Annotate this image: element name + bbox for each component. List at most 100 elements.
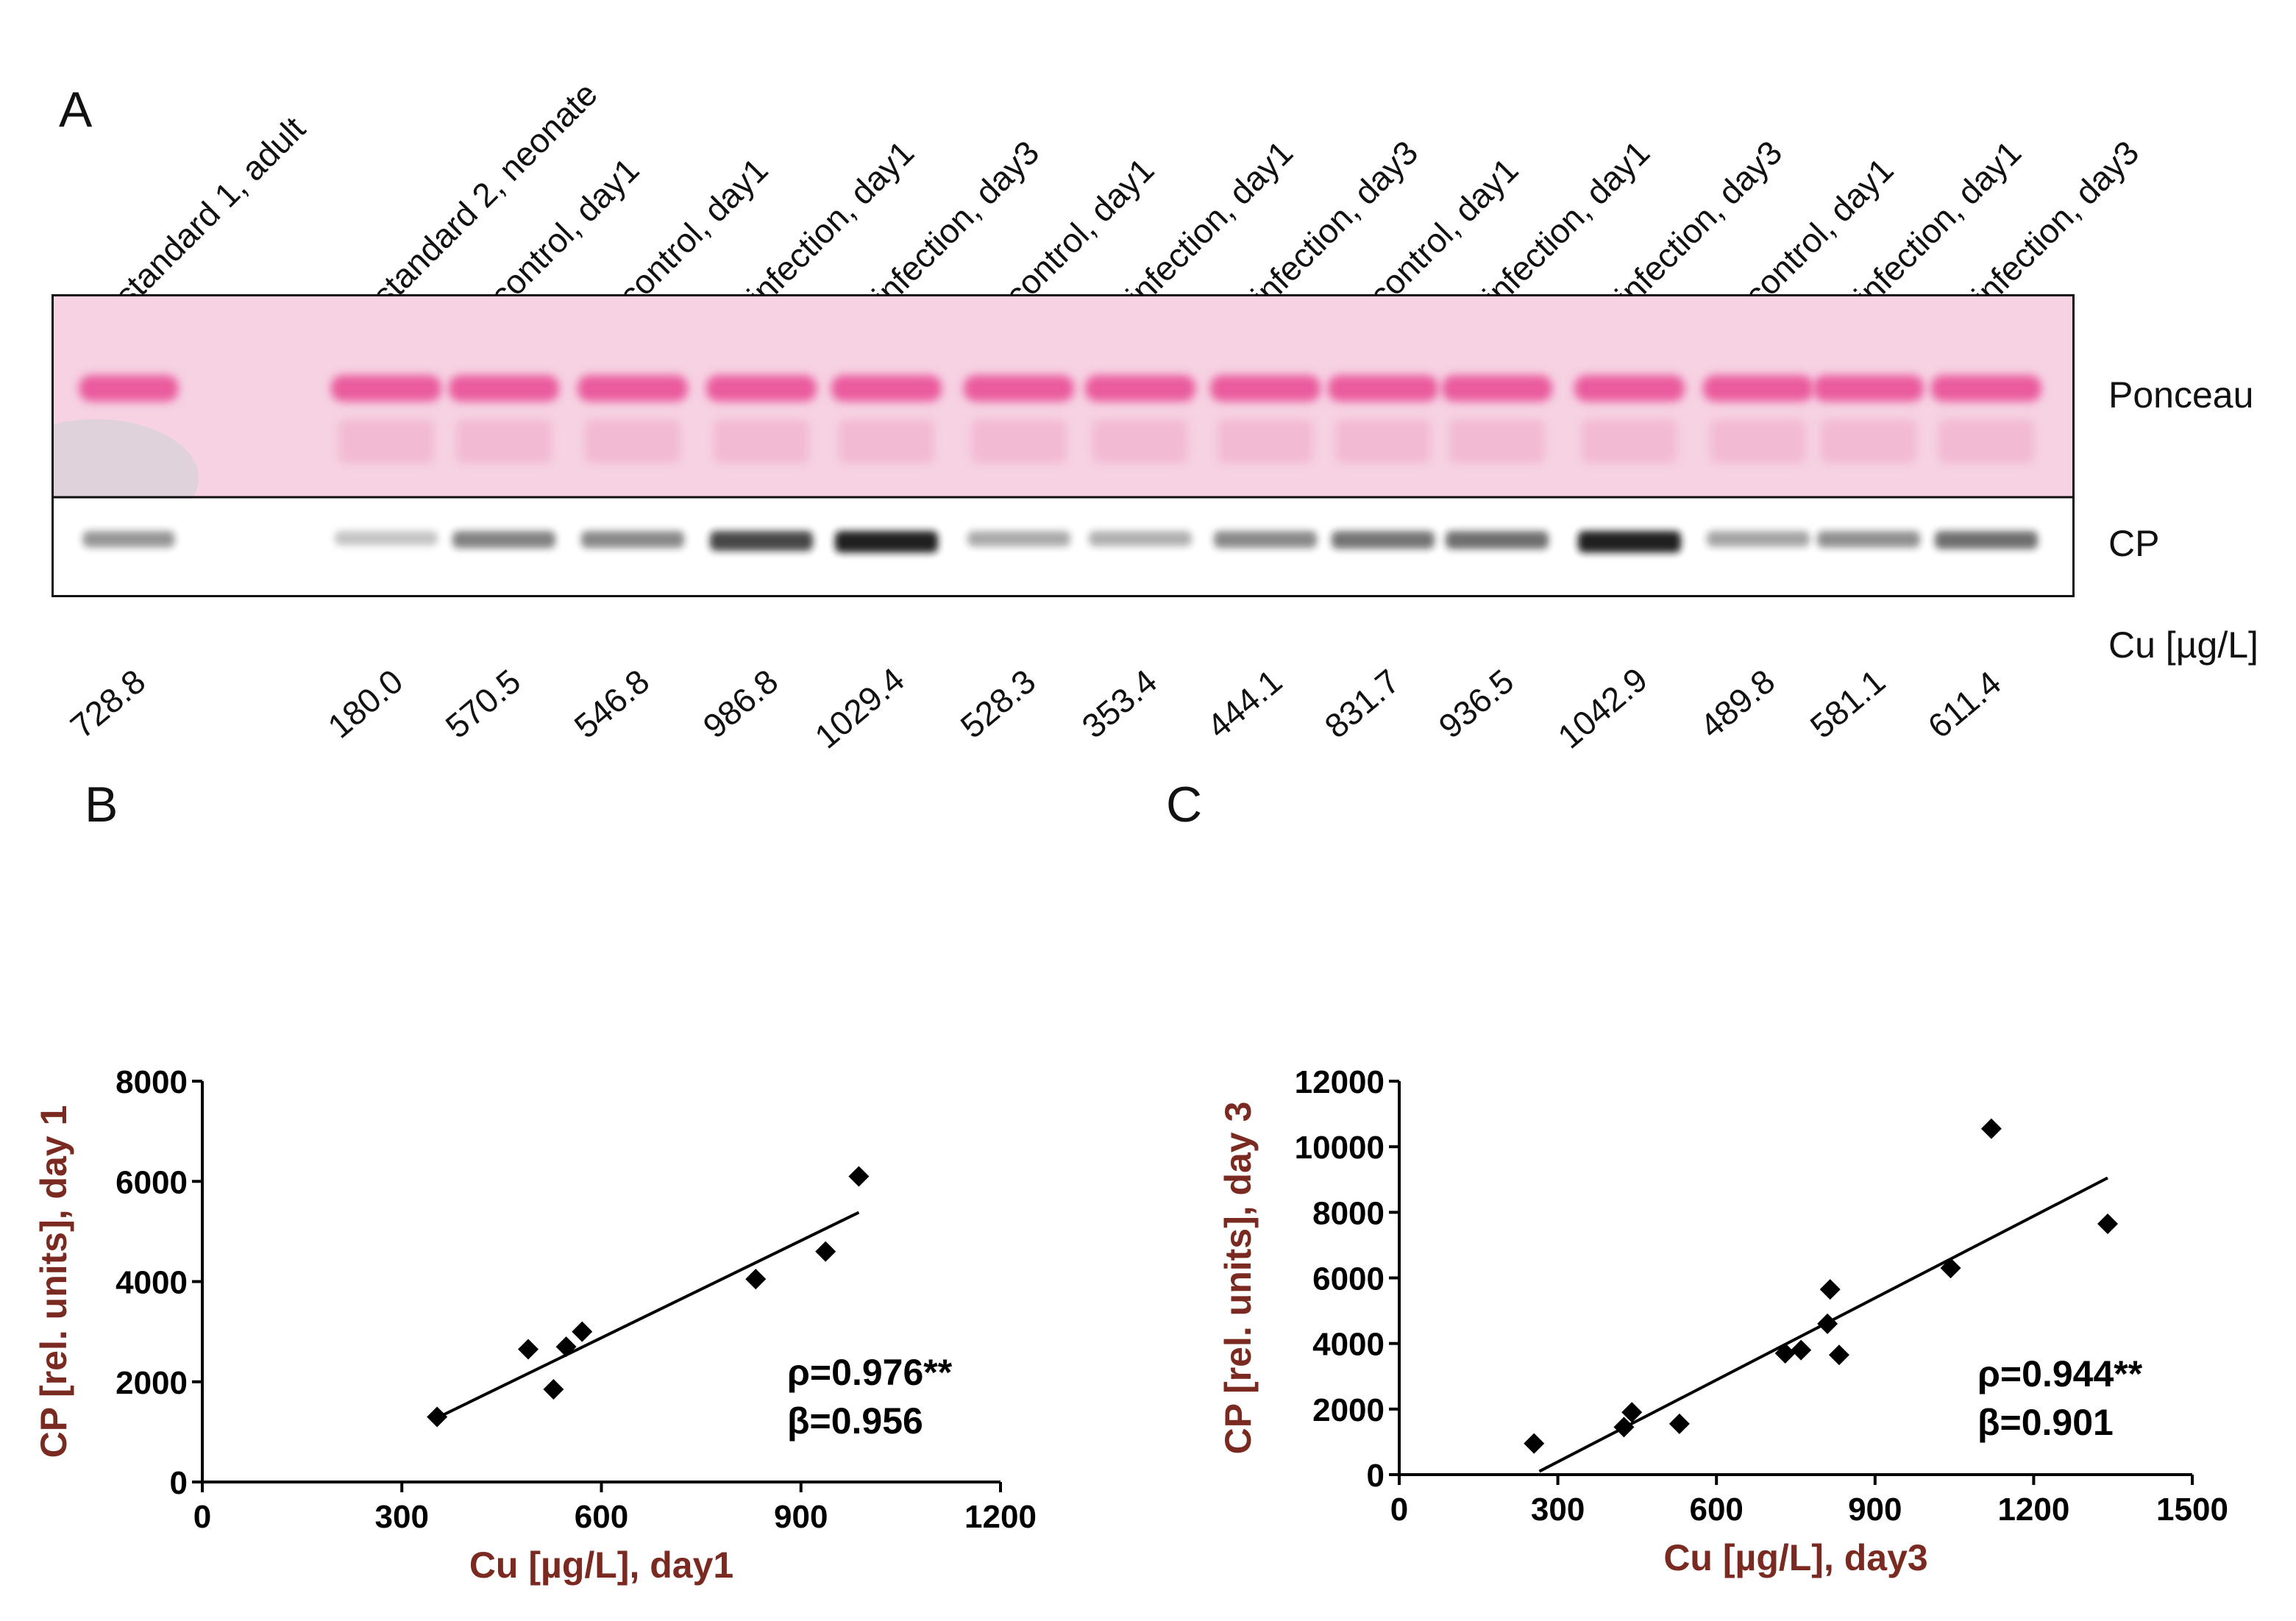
y-tick-label: 10000 <box>1295 1130 1385 1166</box>
data-point <box>1817 1313 1838 1334</box>
data-point <box>555 1336 577 1358</box>
cu-value: 444.1 <box>1199 661 1290 746</box>
panel-b-letter: B <box>85 777 118 833</box>
y-tick-label: 0 <box>170 1465 188 1501</box>
x-tick-label: 900 <box>1848 1492 1902 1528</box>
cp-band <box>335 531 438 546</box>
ponceau-band <box>1813 375 1924 402</box>
cp-band <box>1707 531 1810 547</box>
ponceau-smear <box>1582 419 1677 463</box>
cp-label: CP <box>2108 523 2160 564</box>
cu-value: 1042.9 <box>1550 660 1655 756</box>
y-tick-label: 8000 <box>115 1064 188 1100</box>
ponceau-band <box>1328 375 1438 402</box>
cp-strip <box>51 499 2075 597</box>
data-point <box>1613 1417 1635 1438</box>
cp-band <box>82 531 175 548</box>
data-point <box>1621 1402 1643 1423</box>
x-tick-label: 1200 <box>964 1499 1037 1535</box>
cp-band <box>1446 531 1549 549</box>
y-tick-label: 2000 <box>115 1365 188 1401</box>
cu-value: 353.4 <box>1074 661 1165 746</box>
data-point <box>2097 1213 2119 1234</box>
ponceau-band <box>1703 375 1813 402</box>
ponceau-band <box>449 375 559 402</box>
data-point <box>572 1321 593 1342</box>
x-tick-label: 300 <box>375 1499 429 1535</box>
data-point <box>1828 1344 1849 1366</box>
ponceau-smear <box>585 419 680 463</box>
x-tick-label: 0 <box>1390 1492 1408 1528</box>
ponceau-band <box>331 375 441 402</box>
ponceau-band <box>1574 375 1685 402</box>
y-tick-label: 6000 <box>115 1164 188 1200</box>
fit-line <box>436 1211 860 1419</box>
cu-value: 728.8 <box>63 661 153 746</box>
data-point <box>815 1241 836 1262</box>
ponceau-smear <box>714 419 809 463</box>
cu-value: 570.5 <box>438 661 528 746</box>
ponceau-band <box>577 375 688 402</box>
data-point <box>518 1339 539 1360</box>
cp-band <box>1332 531 1435 549</box>
cp-band <box>710 531 813 551</box>
data-point <box>1819 1279 1841 1300</box>
cu-value: 528.3 <box>953 661 1043 746</box>
correlation-annotation: β=0.956 <box>787 1400 923 1442</box>
ponceau-band <box>831 375 942 402</box>
data-point <box>427 1406 448 1428</box>
lane-label: standard 1, adult <box>107 109 313 315</box>
panel-c-letter: C <box>1166 777 1203 833</box>
x-tick-label: 300 <box>1531 1492 1585 1528</box>
cu-value: 489.8 <box>1692 661 1783 746</box>
cp-band <box>1214 531 1317 549</box>
panel-a-letter: A <box>59 82 93 138</box>
y-axis-label: CP [rel. units], day 1 <box>33 1105 74 1458</box>
cp-band <box>452 531 555 549</box>
data-point <box>1774 1343 1796 1364</box>
x-axis-label: Cu [µg/L], day1 <box>469 1545 733 1586</box>
cp-band <box>1089 531 1192 546</box>
cu-value: 611.4 <box>1920 663 2008 746</box>
ponceau-band <box>1210 375 1321 402</box>
y-tick-label: 2000 <box>1312 1392 1385 1428</box>
x-tick-label: 600 <box>575 1499 628 1535</box>
data-point <box>1791 1339 1812 1361</box>
ponceau-label: Ponceau <box>2108 374 2254 416</box>
data-point <box>1980 1118 2002 1139</box>
y-tick-label: 0 <box>1367 1458 1385 1494</box>
cp-band <box>1578 531 1681 553</box>
cp-band <box>967 531 1070 546</box>
cp-band <box>835 531 938 553</box>
y-tick-label: 4000 <box>1312 1327 1385 1363</box>
cp-band <box>1817 531 1920 548</box>
cu-value: 986.8 <box>695 661 786 746</box>
correlation-annotation: ρ=0.976** <box>787 1352 953 1393</box>
ponceau-band <box>706 375 817 402</box>
cu-value: 180.0 <box>320 661 410 746</box>
ponceau-smear <box>1710 419 1806 463</box>
cp-band <box>581 531 684 549</box>
x-tick-label: 900 <box>774 1499 828 1535</box>
y-tick-label: 8000 <box>1312 1195 1385 1231</box>
cu-value: 1029.4 <box>807 660 911 756</box>
blot-border <box>51 294 2075 597</box>
ponceau-band <box>1442 375 1552 402</box>
data-point <box>1524 1433 1545 1454</box>
cp-band <box>1935 531 2038 549</box>
scatter-chart-c: 0 300 600 900 1200 1500 0 2000 4000 6000 8000 10000… <box>1218 1064 2228 1578</box>
correlation-annotation: ρ=0.944** <box>1977 1353 2143 1394</box>
data-point <box>1668 1413 1690 1434</box>
cu-value: 581.1 <box>1802 661 1893 746</box>
cu-label: Cu [µg/L] <box>2108 624 2258 666</box>
ponceau-band <box>1085 375 1195 402</box>
x-tick-label: 1500 <box>2156 1492 2228 1528</box>
western-blot <box>51 294 2075 597</box>
ponceau-band <box>964 375 1074 402</box>
ponceau-smear <box>338 419 434 463</box>
y-tick-label: 6000 <box>1312 1261 1385 1297</box>
ponceau-smear <box>1092 419 1188 463</box>
x-tick-label: 600 <box>1689 1492 1743 1528</box>
ponceau-smear <box>971 419 1067 463</box>
ponceau-band <box>79 375 179 402</box>
